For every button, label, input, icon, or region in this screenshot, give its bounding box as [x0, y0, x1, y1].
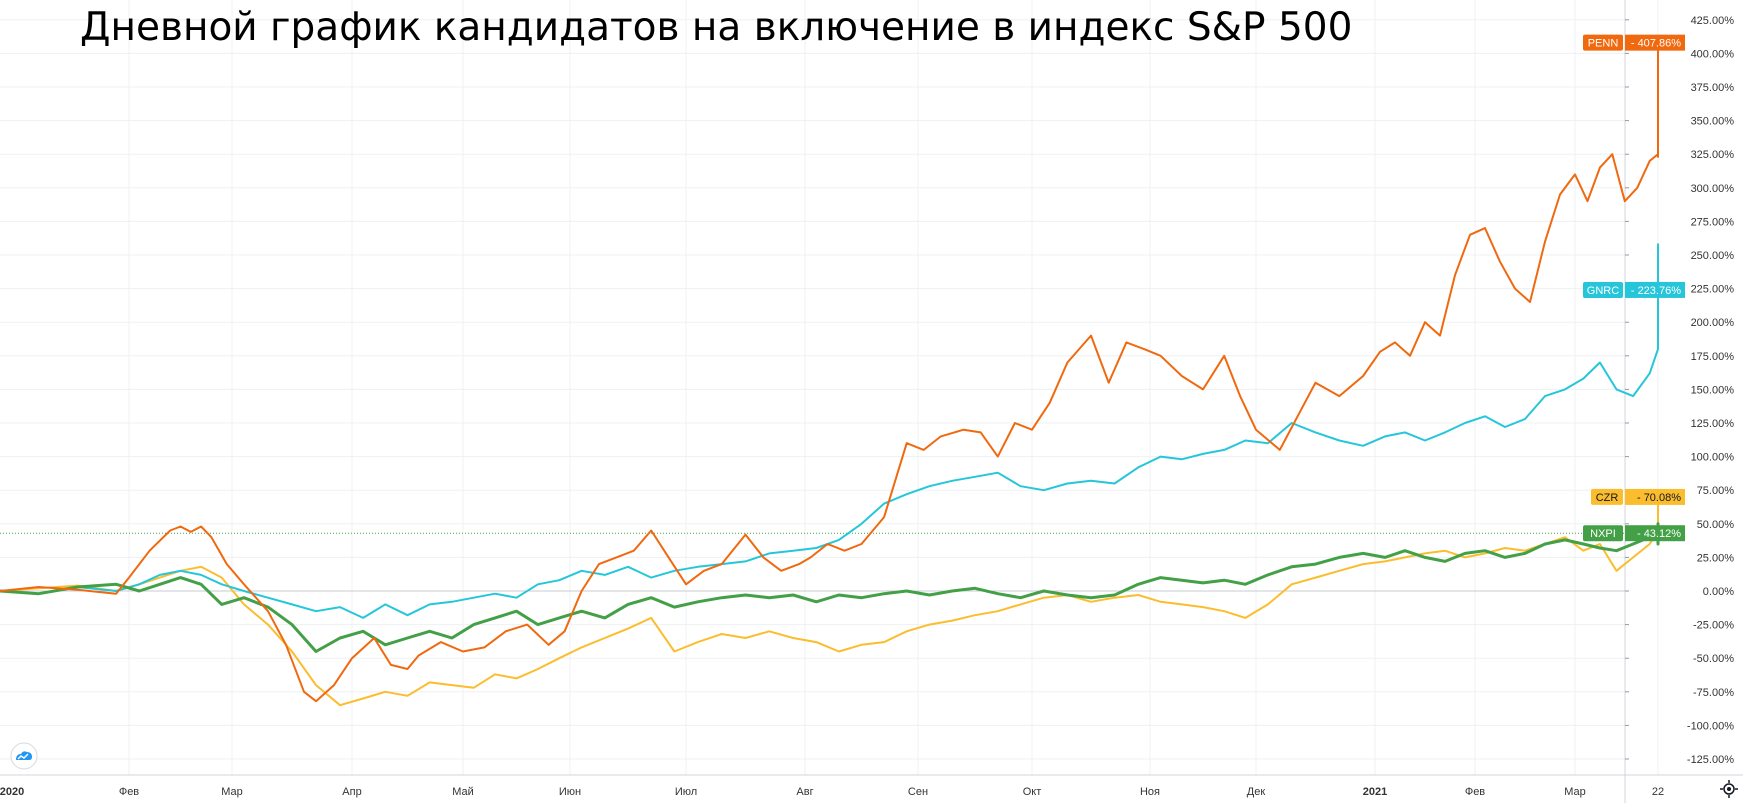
y-tick-label: 300.00%: [1691, 183, 1735, 195]
y-tick-label: 50.00%: [1697, 519, 1735, 531]
x-tick-label: Окт: [1023, 786, 1042, 798]
tag-value: - 223.76%: [1631, 285, 1681, 297]
x-tick-label: 22: [1652, 786, 1664, 798]
price-tag-nxpi: NXPI - 43.12%: [1583, 525, 1685, 542]
y-tick-label: 375.00%: [1691, 82, 1735, 94]
x-tick-label: Май: [452, 786, 474, 798]
tag-value-bg: [1625, 525, 1685, 542]
x-tick-label: Авг: [796, 786, 813, 798]
series-group: [0, 42, 1660, 707]
y-tick-label: 0.00%: [1703, 586, 1734, 598]
tag-value: - 70.08%: [1637, 492, 1681, 504]
x-axis[interactable]: 2020 Фев Мар Апр Май Июн Июл Авг Сен Окт Ноя Дек 202…: [0, 786, 1664, 798]
tag-value-bg: [1625, 34, 1685, 51]
x-tick-label: 2021: [1363, 786, 1387, 798]
price-tag-czr: CZR - 70.08%: [1591, 488, 1685, 505]
tag-name-bg: [1591, 488, 1623, 505]
x-tick-label: 2020: [0, 786, 24, 798]
series-line-nxpi: [0, 522, 1660, 653]
y-tick-label: 100.00%: [1691, 452, 1735, 464]
tag-name-bg: [1583, 34, 1623, 51]
x-tick-label: Дек: [1247, 786, 1266, 798]
price-tags: PENN - 407.86% GNRC - 223.76% CZR - 70.08% NXP…: [1583, 34, 1685, 542]
tag-value: - 407.86%: [1631, 38, 1681, 50]
chart-title: Дневной график кандидатов на включение в…: [80, 5, 1352, 50]
y-tick-label: 75.00%: [1697, 485, 1735, 497]
x-tick-label: Июл: [675, 786, 697, 798]
tag-series-name: CZR: [1596, 492, 1619, 504]
y-tick-label: 325.00%: [1691, 149, 1735, 161]
y-tick-label: 350.00%: [1691, 116, 1735, 128]
x-tick-label: Апр: [342, 786, 361, 798]
tag-series-name: NXPI: [1590, 528, 1616, 540]
series-line-penn: [0, 42, 1659, 703]
y-tick-label: 425.00%: [1691, 15, 1735, 27]
tag-name-bg: [1583, 525, 1623, 542]
gear-icon[interactable]: [1720, 780, 1738, 798]
y-tick-label: -50.00%: [1693, 653, 1734, 665]
tradingview-cloud-logo-icon[interactable]: [10, 742, 38, 770]
y-tick-label: 25.00%: [1697, 552, 1735, 564]
x-tick-label: Сен: [908, 786, 928, 798]
y-tick-label: 400.00%: [1691, 48, 1735, 60]
y-tick-label: 125.00%: [1691, 418, 1735, 430]
x-tick-label: Июн: [559, 786, 581, 798]
series-line-gnrc: [0, 243, 1659, 619]
y-axis[interactable]: 425.00% 400.00% 375.00% 350.00% 325.00% 300.0…: [1625, 15, 1734, 766]
x-tick-label: Мар: [221, 786, 243, 798]
y-tick-label: -125.00%: [1687, 754, 1734, 766]
x-tick-label: Фев: [1465, 786, 1485, 798]
x-tick-label: Мар: [1564, 786, 1586, 798]
price-tag-gnrc: GNRC - 223.76%: [1583, 281, 1685, 298]
tag-name-bg: [1583, 281, 1623, 298]
y-tick-label: -100.00%: [1687, 720, 1734, 732]
y-tick-label: -25.00%: [1693, 620, 1734, 632]
tag-value-bg: [1625, 488, 1685, 505]
y-tick-label: 150.00%: [1691, 384, 1735, 396]
tag-value-bg: [1625, 281, 1685, 298]
series-line-czr: [0, 496, 1659, 707]
tag-series-name: GNRC: [1587, 285, 1619, 297]
y-tick-label: 175.00%: [1691, 351, 1735, 363]
y-tick-label: 225.00%: [1691, 284, 1735, 296]
y-tick-label: 275.00%: [1691, 216, 1735, 228]
x-tick-label: Фев: [119, 786, 139, 798]
price-tag-penn: PENN - 407.86%: [1583, 34, 1685, 51]
tag-series-name: PENN: [1588, 38, 1619, 50]
y-tick-label: -75.00%: [1693, 687, 1734, 699]
y-tick-label: 250.00%: [1691, 250, 1735, 262]
tag-value: - 43.12%: [1637, 528, 1681, 540]
y-tick-label: 200.00%: [1691, 317, 1735, 329]
x-tick-label: Ноя: [1140, 786, 1160, 798]
